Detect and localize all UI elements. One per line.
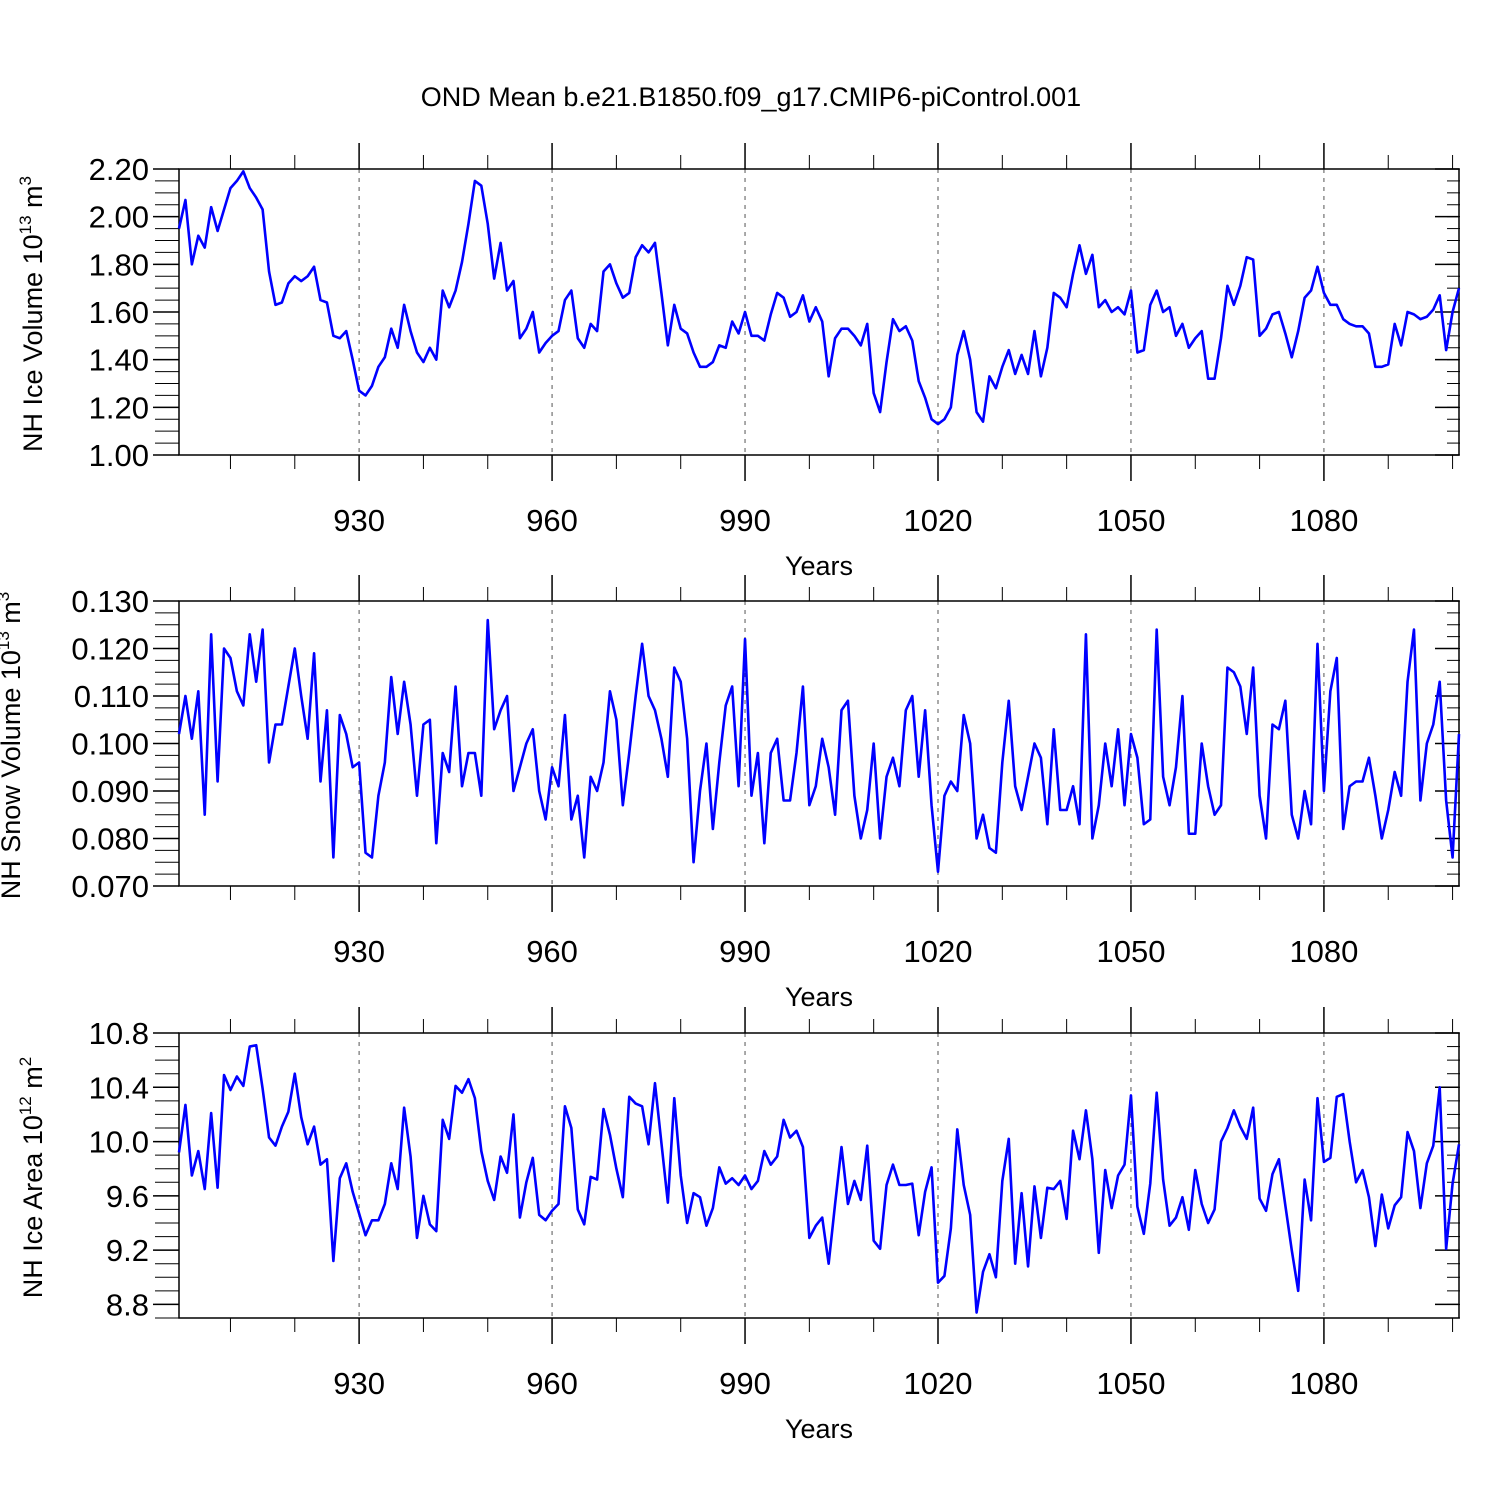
y-axis-title-unit-exponent: 3 [16,176,35,185]
plot-frame [178,600,1460,887]
y-axis-title-exponent: 13 [0,631,13,650]
y-tick-label: 10.8 [89,1016,149,1051]
plot-frame [178,1032,1460,1319]
y-tick-label: 9.2 [106,1233,149,1268]
y-axis-title-unit-exponent: 3 [0,592,13,601]
x-tick-label: 1080 [1289,503,1358,538]
x-tick-label: 990 [719,503,771,538]
x-axis-title: Years [785,982,853,1012]
y-axis-title: NH Ice Volume 1013 m3 [16,176,48,452]
y-tick-label: 0.090 [71,774,149,809]
y-axis-title: NH Ice Area 1012 m2 [16,1057,48,1298]
y-tick-label: 1.20 [89,390,149,425]
y-tick-label: 1.00 [89,438,149,473]
y-tick-label: 8.8 [106,1287,149,1322]
x-tick-label: 1080 [1289,1366,1358,1401]
figure-title: OND Mean b.e21.B1850.f09_g17.CMIP6-piCon… [421,82,1081,112]
x-tick-label: 960 [526,503,578,538]
x-tick-label: 990 [719,934,771,969]
series-line-ice-area [177,1043,1461,1314]
x-tick-label: 1050 [1096,503,1165,538]
panel-ice-volume: 1.00 1.20 1.40 1.60 1.80 2.00 2.20 930 960 990 102… [16,143,1461,581]
y-tick-label: 10.0 [89,1125,149,1160]
y-tick-label: 0.070 [71,869,149,904]
x-tick-label: 1050 [1096,1366,1165,1401]
x-tick-label: 930 [333,934,385,969]
x-tick-label: 1020 [904,934,973,969]
y-tick-label: 0.110 [74,679,149,714]
y-axis-title-unit: m [18,185,48,215]
x-tick-label: 990 [719,1366,771,1401]
y-tick-label: 0.130 [71,584,149,619]
x-tick-label: 1050 [1096,934,1165,969]
y-axis-title-text: NH Ice Area 10 [18,1115,48,1298]
panel-snow-volume: 0.070 0.080 0.090 0.100 0.110 0.120 0.130 930 96… [0,575,1461,1012]
y-axis-title-text: NH Snow Volume 10 [0,650,26,899]
x-tick-label: 1080 [1289,934,1358,969]
panels-container: 1.00 1.20 1.40 1.60 1.80 2.00 2.20 930 960 990 102… [0,143,1461,1444]
y-tick-label: 9.6 [106,1179,149,1214]
x-axis-title: Years [785,551,853,581]
panel-ice-area: 8.8 9.2 9.6 10.0 10.4 10.8 930 960 990 1020 1050 10… [16,1007,1461,1444]
y-axis-title-exponent: 13 [16,215,35,234]
y-tick-label: 0.080 [71,822,149,857]
y-tick-label: 10.4 [89,1070,149,1105]
y-axis-title-unit: m [18,1066,48,1096]
x-tick-label: 1020 [904,1366,973,1401]
x-tick-label: 960 [526,1366,578,1401]
y-tick-label: 1.80 [89,247,149,282]
y-axis-title-text: NH Ice Volume 10 [18,234,48,452]
x-tick-label: 930 [333,1366,385,1401]
y-axis-title: NH Snow Volume 1013 m3 [0,592,26,900]
x-axis-title: Years [785,1414,853,1444]
y-axis-title-unit: m [0,601,26,631]
x-tick-label: 960 [526,934,578,969]
y-axis-title-unit-exponent: 2 [16,1057,35,1066]
y-tick-label: 2.00 [89,200,149,235]
series-line-ice-volume [177,170,1461,426]
y-tick-label: 1.40 [89,343,149,378]
series-line-snow-volume [177,618,1461,874]
x-tick-label: 1020 [904,503,973,538]
y-tick-label: 0.100 [71,727,149,762]
y-tick-label: 1.60 [89,295,149,330]
x-tick-label: 930 [333,503,385,538]
y-axis-title-exponent: 12 [16,1096,35,1115]
y-tick-label: 2.20 [89,152,149,187]
y-tick-label: 0.120 [71,632,149,667]
